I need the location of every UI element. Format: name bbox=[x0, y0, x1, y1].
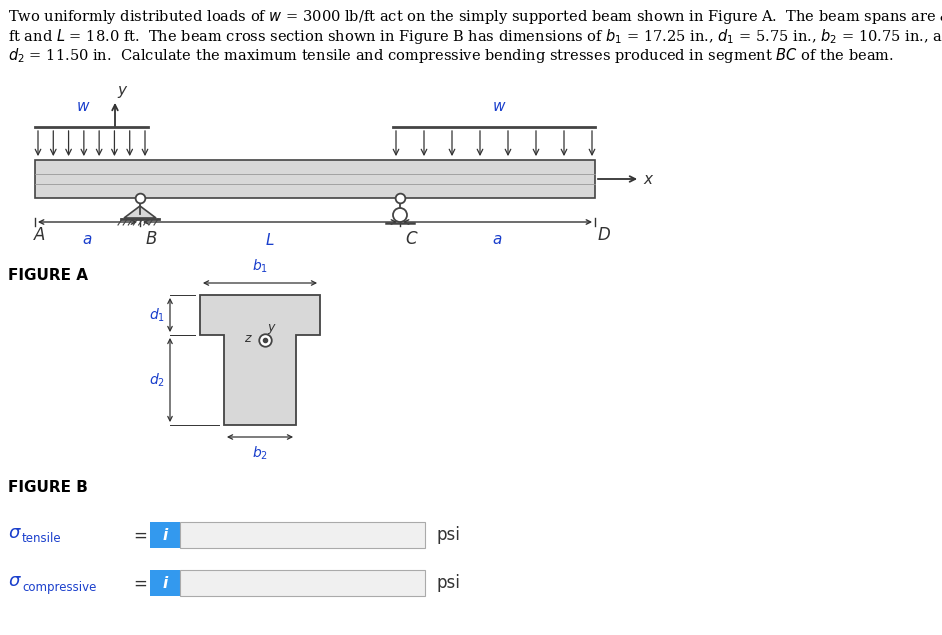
Text: $L$: $L$ bbox=[266, 232, 275, 248]
Bar bbox=[35, 160, 595, 198]
Text: i: i bbox=[162, 528, 168, 542]
Text: FIGURE A: FIGURE A bbox=[8, 268, 88, 283]
Text: $A$: $A$ bbox=[33, 226, 46, 244]
Polygon shape bbox=[124, 206, 156, 218]
Text: $d_2$ = 11.50 in.  Calculate the maximum tensile and compressive bending stresse: $d_2$ = 11.50 in. Calculate the maximum … bbox=[8, 46, 894, 65]
Text: $b_2$: $b_2$ bbox=[252, 445, 268, 462]
Text: psi: psi bbox=[437, 526, 461, 544]
Text: $a$: $a$ bbox=[493, 232, 503, 247]
Text: $D$: $D$ bbox=[597, 226, 611, 244]
Text: $B$: $B$ bbox=[145, 230, 157, 248]
Text: psi: psi bbox=[437, 574, 461, 592]
Text: $\sigma$: $\sigma$ bbox=[8, 524, 22, 542]
Circle shape bbox=[393, 208, 407, 222]
Text: $=$: $=$ bbox=[130, 526, 147, 544]
Text: i: i bbox=[162, 575, 168, 591]
Text: $C$: $C$ bbox=[405, 230, 418, 248]
Text: FIGURE B: FIGURE B bbox=[8, 480, 88, 495]
Text: $d_1$: $d_1$ bbox=[149, 306, 165, 324]
Text: $y$: $y$ bbox=[117, 84, 128, 100]
Polygon shape bbox=[200, 295, 320, 425]
Text: $w$: $w$ bbox=[76, 99, 90, 114]
Bar bbox=[150, 522, 180, 548]
Bar bbox=[150, 570, 180, 596]
Text: Two uniformly distributed loads of $w$ = 3000 lb/ft act on the simply supported : Two uniformly distributed loads of $w$ =… bbox=[8, 8, 942, 26]
Text: $z$: $z$ bbox=[244, 333, 253, 345]
Text: ft and $L$ = 18.0 ft.  The beam cross section shown in Figure B has dimensions o: ft and $L$ = 18.0 ft. The beam cross sec… bbox=[8, 27, 942, 46]
Bar bbox=[180, 522, 425, 548]
Text: $=$: $=$ bbox=[130, 574, 147, 592]
Text: $w$: $w$ bbox=[492, 99, 506, 114]
Text: $x$: $x$ bbox=[643, 171, 655, 187]
Text: compressive: compressive bbox=[22, 580, 96, 594]
Text: $y$: $y$ bbox=[267, 322, 277, 336]
Text: $d_2$: $d_2$ bbox=[149, 371, 165, 389]
Text: $b_1$: $b_1$ bbox=[252, 258, 268, 275]
Text: $\sigma$: $\sigma$ bbox=[8, 572, 22, 590]
Text: tensile: tensile bbox=[22, 533, 61, 545]
Bar bbox=[180, 570, 425, 596]
Text: $a$: $a$ bbox=[82, 232, 92, 247]
